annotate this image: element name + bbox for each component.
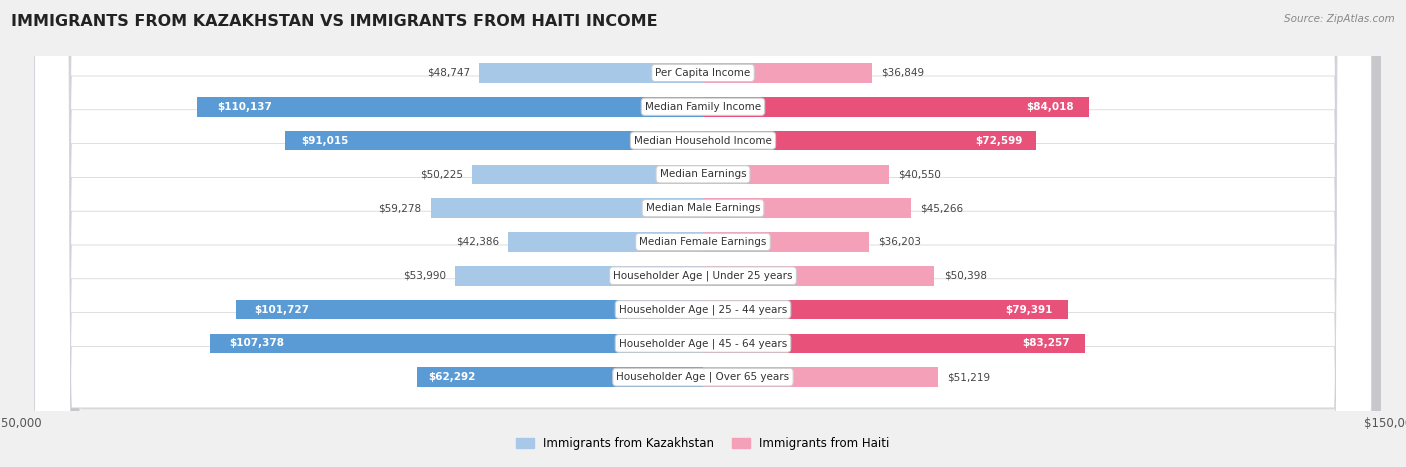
Bar [509, 232, 703, 252]
Text: $50,398: $50,398 [943, 271, 987, 281]
Text: $59,278: $59,278 [378, 203, 422, 213]
Text: $101,727: $101,727 [254, 304, 309, 315]
Text: $53,990: $53,990 [404, 271, 446, 281]
FancyBboxPatch shape [35, 0, 1371, 467]
Text: $79,391: $79,391 [1005, 304, 1053, 315]
Text: Median Male Earnings: Median Male Earnings [645, 203, 761, 213]
Text: $42,386: $42,386 [456, 237, 499, 247]
Text: $50,225: $50,225 [420, 170, 463, 179]
Text: $36,203: $36,203 [879, 237, 921, 247]
Bar [703, 63, 872, 83]
FancyBboxPatch shape [35, 0, 1371, 467]
Text: Householder Age | Over 65 years: Householder Age | Over 65 years [616, 372, 790, 382]
Text: $62,292: $62,292 [429, 372, 475, 382]
Bar [703, 198, 911, 218]
Text: $48,747: $48,747 [427, 68, 470, 78]
FancyBboxPatch shape [44, 0, 1381, 467]
Bar [197, 97, 703, 117]
Text: Per Capita Income: Per Capita Income [655, 68, 751, 78]
FancyBboxPatch shape [35, 0, 1371, 467]
FancyBboxPatch shape [44, 0, 1381, 467]
Text: $84,018: $84,018 [1026, 102, 1073, 112]
Bar [703, 266, 935, 285]
Text: $110,137: $110,137 [218, 102, 273, 112]
Bar [285, 131, 703, 150]
FancyBboxPatch shape [44, 0, 1381, 467]
Text: $36,849: $36,849 [882, 68, 925, 78]
FancyBboxPatch shape [44, 0, 1381, 467]
FancyBboxPatch shape [35, 0, 1371, 467]
Text: Median Female Earnings: Median Female Earnings [640, 237, 766, 247]
Text: $45,266: $45,266 [920, 203, 963, 213]
FancyBboxPatch shape [35, 0, 1371, 467]
Text: $83,257: $83,257 [1022, 339, 1070, 348]
Bar [703, 300, 1067, 319]
Text: Source: ZipAtlas.com: Source: ZipAtlas.com [1284, 14, 1395, 24]
FancyBboxPatch shape [44, 0, 1381, 467]
Bar [430, 198, 703, 218]
FancyBboxPatch shape [35, 0, 1371, 467]
FancyBboxPatch shape [35, 0, 1371, 467]
Bar [456, 266, 703, 285]
Bar [703, 97, 1088, 117]
Text: Householder Age | Under 25 years: Householder Age | Under 25 years [613, 270, 793, 281]
Legend: Immigrants from Kazakhstan, Immigrants from Haiti: Immigrants from Kazakhstan, Immigrants f… [512, 432, 894, 455]
Bar [703, 368, 938, 387]
Text: $51,219: $51,219 [948, 372, 991, 382]
Text: $72,599: $72,599 [976, 135, 1024, 146]
Text: Median Household Income: Median Household Income [634, 135, 772, 146]
FancyBboxPatch shape [35, 0, 1371, 467]
Bar [209, 333, 703, 353]
Bar [236, 300, 703, 319]
Bar [703, 164, 889, 184]
FancyBboxPatch shape [44, 0, 1381, 467]
FancyBboxPatch shape [35, 0, 1371, 467]
Text: $91,015: $91,015 [302, 135, 349, 146]
Text: Median Family Income: Median Family Income [645, 102, 761, 112]
Bar [703, 333, 1085, 353]
FancyBboxPatch shape [35, 0, 1371, 467]
Bar [479, 63, 703, 83]
Bar [703, 232, 869, 252]
Text: Median Earnings: Median Earnings [659, 170, 747, 179]
FancyBboxPatch shape [44, 0, 1381, 467]
Text: $107,378: $107,378 [229, 339, 284, 348]
FancyBboxPatch shape [44, 0, 1381, 467]
Bar [418, 368, 703, 387]
Bar [703, 131, 1036, 150]
FancyBboxPatch shape [44, 0, 1381, 467]
Text: $40,550: $40,550 [898, 170, 941, 179]
Bar [472, 164, 703, 184]
Text: Householder Age | 45 - 64 years: Householder Age | 45 - 64 years [619, 338, 787, 348]
Text: Householder Age | 25 - 44 years: Householder Age | 25 - 44 years [619, 304, 787, 315]
Text: IMMIGRANTS FROM KAZAKHSTAN VS IMMIGRANTS FROM HAITI INCOME: IMMIGRANTS FROM KAZAKHSTAN VS IMMIGRANTS… [11, 14, 658, 29]
FancyBboxPatch shape [44, 0, 1381, 467]
